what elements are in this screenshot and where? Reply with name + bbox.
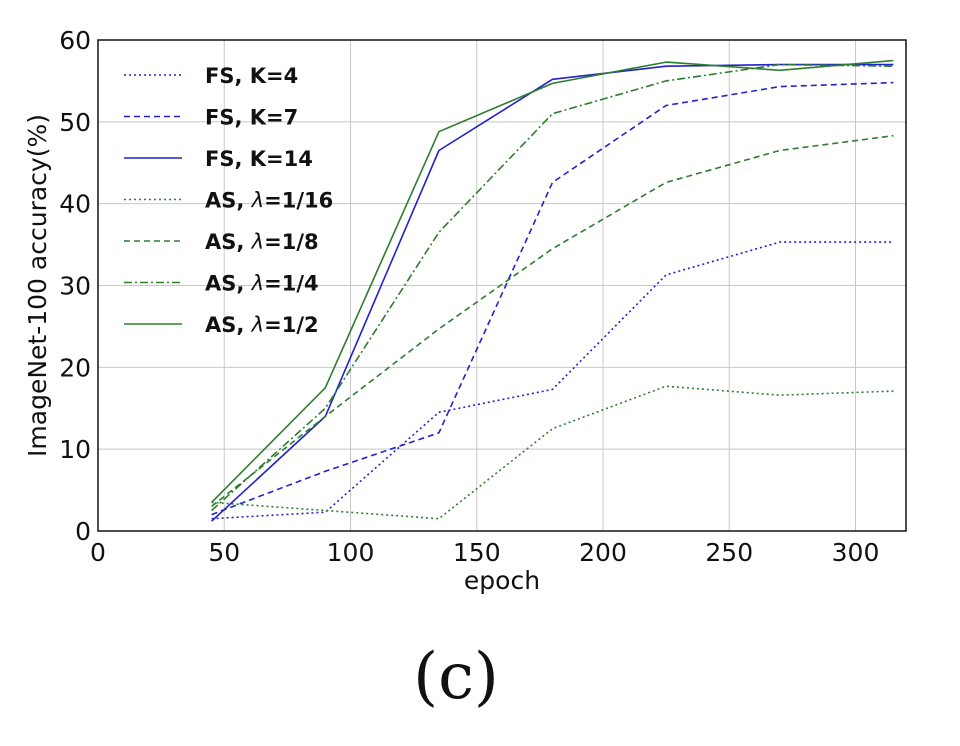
x-tick-label: 200 [579, 538, 627, 567]
x-tick-label: 250 [705, 538, 753, 567]
legend-label: AS, λ=1/16 [205, 189, 333, 213]
line-chart: 0 50 100 150 200 250 300 0 10 20 30 40 50 60 epoch I… [23, 26, 907, 595]
series-line-1 [211, 241, 894, 520]
series-line-7 [211, 59, 894, 503]
y-axis-label: ImageNet-100 accuracy(%) [23, 114, 52, 457]
legend-label: AS, λ=1/2 [205, 313, 319, 337]
series-line-4 [211, 385, 894, 520]
y-tick-label: 60 [59, 26, 91, 55]
y-tick-label: 30 [59, 272, 91, 301]
y-tick-label: 40 [59, 190, 91, 219]
x-tick-label: 50 [208, 538, 240, 567]
x-axis-ticks: 0 50 100 150 200 250 300 [90, 538, 879, 567]
x-tick-label: 300 [832, 538, 880, 567]
series-lines [211, 59, 894, 522]
y-axis-ticks: 0 10 20 30 40 50 60 [59, 26, 91, 546]
y-tick-label: 10 [59, 435, 91, 464]
legend-label: FS, K=7 [205, 106, 298, 130]
figure-caption: (c) [413, 640, 499, 714]
grid [98, 40, 906, 531]
x-axis-label: epoch [464, 566, 540, 595]
plot-frame [97, 39, 907, 532]
legend-label: FS, K=14 [205, 147, 313, 171]
legend-label: FS, K=4 [205, 64, 298, 88]
series-line-6 [211, 63, 894, 512]
x-tick-label: 0 [90, 538, 106, 567]
y-tick-label: 20 [59, 353, 91, 382]
x-tick-label: 150 [453, 538, 501, 567]
series-line-2 [211, 81, 894, 516]
series-line-5 [211, 134, 894, 508]
legend-label: AS, λ=1/8 [205, 230, 319, 254]
legend-label: AS, λ=1/4 [205, 272, 319, 296]
y-tick-label: 0 [75, 517, 91, 546]
x-tick-label: 100 [327, 538, 375, 567]
y-tick-label: 50 [59, 108, 91, 137]
legend: FS, K=4 FS, K=7 FS, K=14 AS, λ=1/16 AS, λ=1/… [124, 64, 333, 337]
